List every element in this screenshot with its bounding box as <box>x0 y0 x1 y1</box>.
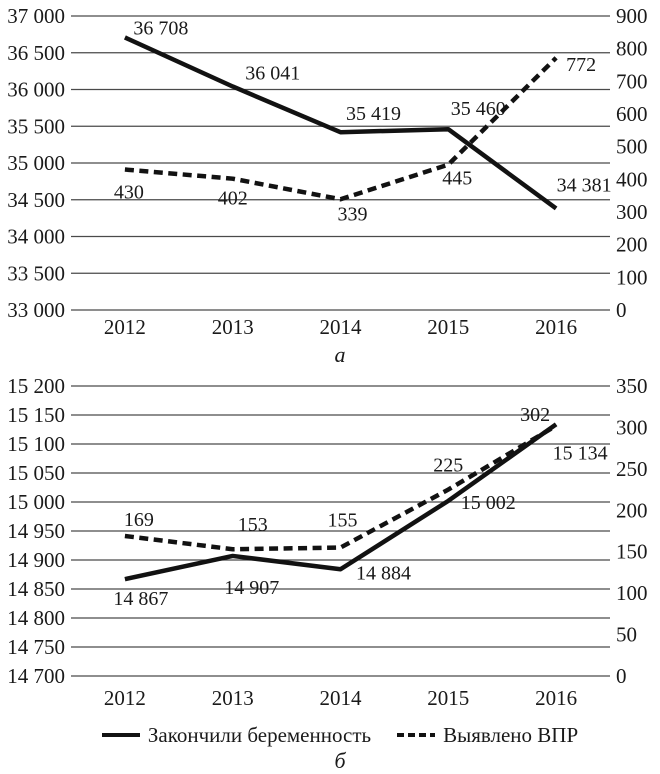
x-axis-tick-label: 2013 <box>212 686 254 710</box>
right-axis-tick-label: 0 <box>616 298 627 322</box>
right-axis-tick-label: 600 <box>616 102 648 126</box>
x-axis-tick-label: 2014 <box>320 686 363 710</box>
left-axis-tick-label: 33 000 <box>7 298 65 322</box>
legend: Закончили беременность Выявлено ВПР <box>0 722 660 748</box>
series-line-solid <box>123 35 558 211</box>
legend-solid-label: Закончили беременность <box>147 722 372 747</box>
x-axis-tick-label: 2015 <box>427 686 469 710</box>
data-label: 302 <box>520 404 550 426</box>
left-axis-tick-label: 34 500 <box>7 188 65 212</box>
left-axis-tick-label: 15 200 <box>7 374 65 398</box>
data-label: 155 <box>328 510 358 532</box>
data-label: 14 907 <box>224 577 279 599</box>
left-axis-tick-label: 15 000 <box>7 490 65 514</box>
left-axis-tick-label: 37 000 <box>7 4 65 28</box>
left-axis-tick-label: 33 500 <box>7 261 65 285</box>
right-axis-tick-label: 50 <box>616 623 637 647</box>
right-axis-tick-label: 0 <box>616 664 627 688</box>
right-axis-tick-label: 250 <box>616 457 648 481</box>
data-label: 339 <box>338 203 368 225</box>
series-line-dashed <box>124 56 558 202</box>
data-label: 15 134 <box>553 442 608 464</box>
x-axis-tick-label: 2012 <box>104 686 146 710</box>
legend-solid-line-swatch <box>101 732 140 738</box>
legend-item-dashed: Выявлено ВПР <box>397 723 578 748</box>
data-label: 402 <box>218 188 248 210</box>
right-axis-tick-label: 100 <box>616 265 648 289</box>
left-axis-tick-label: 14 750 <box>7 635 65 659</box>
right-axis-tick-label: 100 <box>616 581 648 605</box>
right-axis-tick-label: 700 <box>616 69 648 93</box>
data-label: 36 708 <box>133 17 188 39</box>
left-axis-tick-label: 14 900 <box>7 548 65 572</box>
x-axis-tick-label: 2014 <box>320 315 363 339</box>
data-label: 430 <box>114 182 144 204</box>
x-axis-tick-label: 2016 <box>535 686 577 710</box>
right-axis-tick-label: 350 <box>616 374 648 398</box>
legend-dashed-label: Выявлено ВПР <box>443 722 579 747</box>
left-axis-tick-label: 34 000 <box>7 225 65 249</box>
left-axis-tick-label: 14 700 <box>7 664 65 688</box>
panel-b-caption: б <box>334 748 346 773</box>
x-axis-tick-label: 2016 <box>535 315 577 339</box>
left-axis-tick-label: 35 500 <box>7 114 65 138</box>
data-label: 34 381 <box>557 174 612 196</box>
right-axis-tick-label: 300 <box>616 200 648 224</box>
right-axis-tick-label: 800 <box>616 37 648 61</box>
series-line-dashed <box>124 423 558 552</box>
left-axis-tick-label: 14 850 <box>7 577 65 601</box>
data-label: 225 <box>433 455 463 477</box>
left-axis-tick-label: 15 150 <box>7 403 65 427</box>
right-axis-tick-label: 500 <box>616 135 648 159</box>
legend-item-solid: Закончили беременность <box>101 722 372 748</box>
left-axis-tick-label: 15 050 <box>7 461 65 485</box>
data-label: 15 002 <box>461 492 516 514</box>
data-label: 772 <box>566 54 596 76</box>
data-label: 445 <box>442 168 472 190</box>
x-axis-tick-label: 2015 <box>427 315 469 339</box>
chart-panel-b: 15 200 15 150 15 100 15 050 15 000 14 950 14 9… <box>7 374 648 710</box>
data-label: 14 884 <box>356 562 411 584</box>
right-axis-tick-label: 900 <box>616 4 648 28</box>
right-axis-tick-label: 400 <box>616 167 648 191</box>
left-axis-tick-label: 35 000 <box>7 151 65 175</box>
right-axis-tick-label: 200 <box>616 498 648 522</box>
x-axis-tick-label: 2012 <box>104 315 146 339</box>
left-axis-tick-label: 36 500 <box>7 41 65 65</box>
left-axis-tick-label: 15 100 <box>7 432 65 456</box>
series-line-solid <box>124 422 558 582</box>
data-label: 36 041 <box>245 62 300 84</box>
panel-a-caption: а <box>334 342 346 367</box>
right-axis-tick-label: 300 <box>616 415 648 439</box>
data-label: 35 460 <box>451 98 506 120</box>
legend-dashed-line-swatch <box>397 732 436 738</box>
data-label: 153 <box>238 514 268 536</box>
right-axis-tick-label: 150 <box>616 540 648 564</box>
left-axis-tick-label: 14 950 <box>7 519 65 543</box>
x-axis-tick-label: 2013 <box>212 315 254 339</box>
left-axis-tick-label: 36 000 <box>7 78 65 102</box>
chart-panel-a: 37 000 36 500 36 000 35 500 35 000 34 500 34 0… <box>7 4 648 339</box>
data-label: 169 <box>124 509 154 531</box>
right-axis-tick-label: 200 <box>616 233 648 257</box>
data-label: 14 867 <box>113 588 168 610</box>
left-axis-tick-label: 14 800 <box>7 606 65 630</box>
data-label: 35 419 <box>346 103 401 125</box>
